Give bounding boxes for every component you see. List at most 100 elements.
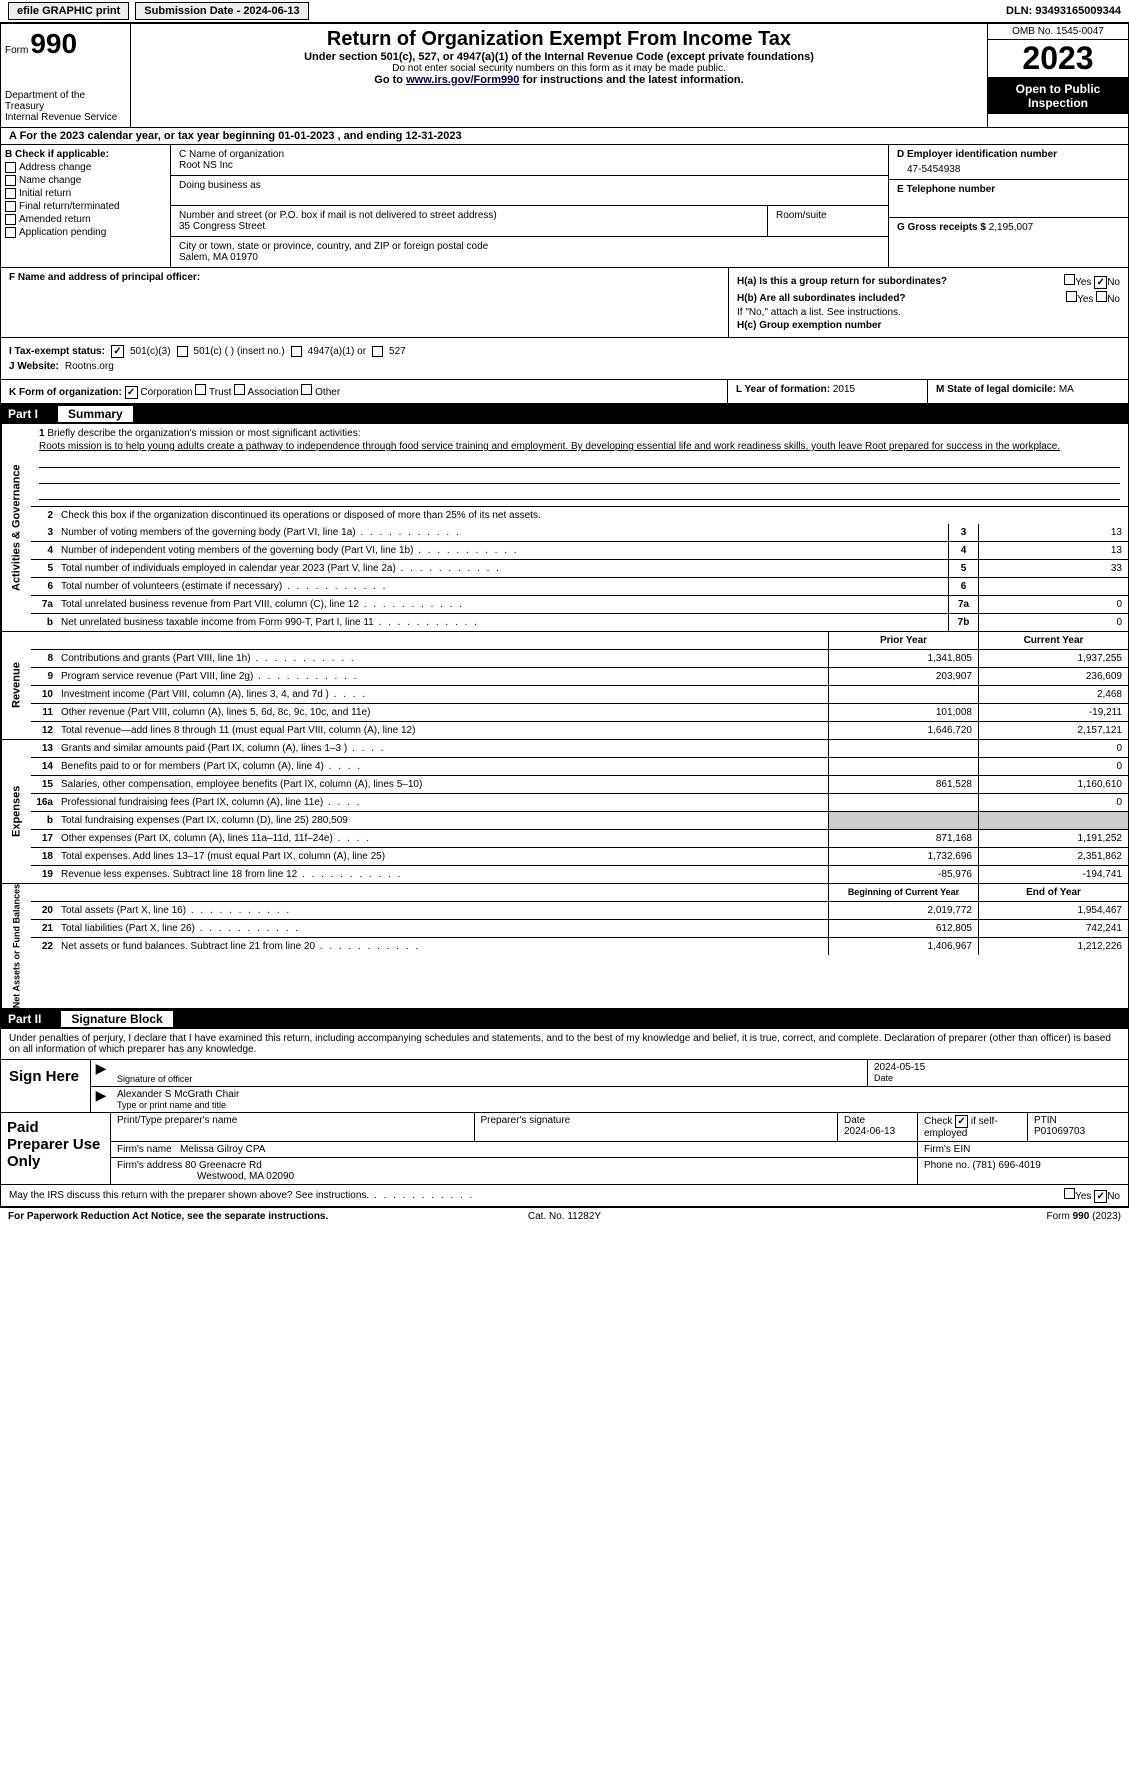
chk-amended[interactable] bbox=[5, 214, 16, 225]
l19-curr: -194,741 bbox=[978, 866, 1128, 883]
chk-501c[interactable] bbox=[177, 346, 188, 357]
l20-text: Total assets (Part X, line 16) bbox=[57, 902, 828, 919]
l20-prior: 2,019,772 bbox=[828, 902, 978, 919]
prep-name-label: Print/Type preparer's name bbox=[117, 1115, 237, 1126]
l4-val: 13 bbox=[978, 542, 1128, 559]
l4-text: Number of independent voting members of … bbox=[57, 542, 948, 559]
gross-value: 2,195,007 bbox=[989, 222, 1034, 233]
prep-date: 2024-06-13 bbox=[844, 1126, 895, 1137]
expenses-tab: Expenses bbox=[1, 740, 31, 883]
street-value: 35 Congress Street bbox=[179, 221, 759, 232]
hb-yes: Yes bbox=[1077, 294, 1093, 305]
chk-name[interactable] bbox=[5, 175, 16, 186]
opt-name: Name change bbox=[19, 175, 81, 186]
chk-address[interactable] bbox=[5, 162, 16, 173]
discuss-no-chk[interactable]: ✓ bbox=[1094, 1190, 1107, 1203]
ha-no-chk[interactable]: ✓ bbox=[1094, 276, 1107, 289]
firm-addr-label: Firm's address bbox=[117, 1160, 185, 1171]
header-right: OMB No. 1545-0047 2023 Open to Public In… bbox=[988, 24, 1128, 127]
chk-corp[interactable]: ✓ bbox=[125, 386, 138, 399]
chk-initial[interactable] bbox=[5, 188, 16, 199]
irs-url-link[interactable]: www.irs.gov/Form990 bbox=[406, 74, 519, 86]
chk-trust[interactable] bbox=[195, 384, 206, 395]
efile-btn[interactable]: efile GRAPHIC print bbox=[8, 2, 129, 20]
l13-prior bbox=[828, 740, 978, 757]
year-formation-label: L Year of formation: bbox=[736, 384, 833, 395]
discuss-no: No bbox=[1107, 1191, 1120, 1202]
l11-curr: -19,211 bbox=[978, 704, 1128, 721]
chk-4947[interactable] bbox=[291, 346, 302, 357]
ein-label: D Employer identification number bbox=[897, 149, 1120, 160]
chk-final[interactable] bbox=[5, 201, 16, 212]
prep-sig-label: Preparer's signature bbox=[481, 1115, 571, 1126]
info-grid: B Check if applicable: Address change Na… bbox=[0, 145, 1129, 268]
l22-curr: 1,212,226 bbox=[978, 938, 1128, 955]
l18-prior: 1,732,696 bbox=[828, 848, 978, 865]
firm-phone-label: Phone no. bbox=[924, 1160, 972, 1171]
firm-city: Westwood, MA 02090 bbox=[117, 1171, 294, 1182]
sig-officer-label: Signature of officer bbox=[117, 1074, 861, 1084]
ssn-warning: Do not enter social security numbers on … bbox=[139, 63, 979, 74]
l13-curr: 0 bbox=[978, 740, 1128, 757]
l5-text: Total number of individuals employed in … bbox=[57, 560, 948, 577]
begin-year-hdr: Beginning of Current Year bbox=[828, 884, 978, 901]
gross-label: G Gross receipts $ bbox=[897, 222, 986, 233]
l22-prior: 1,406,967 bbox=[828, 938, 978, 955]
l9-prior: 203,907 bbox=[828, 668, 978, 685]
l14-text: Benefits paid to or for members (Part IX… bbox=[57, 758, 828, 775]
l15-curr: 1,160,610 bbox=[978, 776, 1128, 793]
footer-right: Form 990 (2023) bbox=[750, 1211, 1121, 1222]
chk-501c3[interactable]: ✓ bbox=[111, 345, 124, 358]
officer-label: F Name and address of principal officer: bbox=[9, 272, 720, 283]
chk-pending[interactable] bbox=[5, 227, 16, 238]
firm-phone: (781) 696-4019 bbox=[972, 1160, 1040, 1171]
hb-no-chk[interactable] bbox=[1096, 291, 1107, 302]
irs-label: Internal Revenue Service bbox=[5, 112, 126, 123]
box-b: B Check if applicable: Address change Na… bbox=[1, 145, 171, 267]
l17-prior: 871,168 bbox=[828, 830, 978, 847]
part1-num: Part I bbox=[8, 407, 38, 421]
prep-self-label: Check ✓ if self-employed bbox=[924, 1116, 998, 1139]
part1-title: Summary bbox=[58, 406, 133, 422]
l18-curr: 2,351,862 bbox=[978, 848, 1128, 865]
chk-527[interactable] bbox=[372, 346, 383, 357]
discuss-yes-chk[interactable] bbox=[1064, 1188, 1075, 1199]
box-deg: D Employer identification number 47-5454… bbox=[888, 145, 1128, 267]
discuss-row: May the IRS discuss this return with the… bbox=[0, 1185, 1129, 1207]
chk-assoc[interactable] bbox=[234, 384, 245, 395]
part2-header: Part II Signature Block bbox=[0, 1009, 1129, 1029]
website-value: Rootns.org bbox=[65, 361, 114, 372]
l19-text: Revenue less expenses. Subtract line 18 … bbox=[57, 866, 828, 883]
l19-prior: -85,976 bbox=[828, 866, 978, 883]
hb-yes-chk[interactable] bbox=[1066, 291, 1077, 302]
l13-text: Grants and similar amounts paid (Part IX… bbox=[57, 740, 828, 757]
l11-text: Other revenue (Part VIII, column (A), li… bbox=[57, 704, 828, 721]
top-bar: efile GRAPHIC print Submission Date - 20… bbox=[0, 0, 1129, 23]
chk-other[interactable] bbox=[301, 384, 312, 395]
ha-label: H(a) Is this a group return for subordin… bbox=[737, 276, 947, 287]
l11-prior: 101,008 bbox=[828, 704, 978, 721]
header-left: Form 990 Department of the Treasury Inte… bbox=[1, 24, 131, 127]
l22-text: Net assets or fund balances. Subtract li… bbox=[57, 938, 828, 955]
opt-527: 527 bbox=[389, 346, 406, 357]
sig-date-label: Date bbox=[874, 1073, 1122, 1083]
l5-val: 33 bbox=[978, 560, 1128, 577]
firm-addr: 80 Greenacre Rd bbox=[185, 1160, 262, 1171]
hb-label: H(b) Are all subordinates included? bbox=[737, 293, 906, 304]
opt-final: Final return/terminated bbox=[19, 201, 120, 212]
l7a-val: 0 bbox=[978, 596, 1128, 613]
l21-text: Total liabilities (Part X, line 26) bbox=[57, 920, 828, 937]
netassets-tab: Net Assets or Fund Balances bbox=[1, 884, 31, 1008]
l10-text: Investment income (Part VIII, column (A)… bbox=[57, 686, 828, 703]
l8-prior: 1,341,805 bbox=[828, 650, 978, 667]
ha-yes-chk[interactable] bbox=[1064, 274, 1075, 285]
submission-btn[interactable]: Submission Date - 2024-06-13 bbox=[135, 2, 308, 20]
hb-note: If "No," attach a list. See instructions… bbox=[737, 307, 1120, 318]
ptin-label: PTIN bbox=[1034, 1115, 1057, 1126]
opt-initial: Initial return bbox=[19, 188, 71, 199]
chk-self-emp[interactable]: ✓ bbox=[955, 1115, 968, 1128]
l16a-prior bbox=[828, 794, 978, 811]
revenue-tab: Revenue bbox=[1, 632, 31, 739]
city-label: City or town, state or province, country… bbox=[179, 241, 880, 252]
l9-text: Program service revenue (Part VIII, line… bbox=[57, 668, 828, 685]
